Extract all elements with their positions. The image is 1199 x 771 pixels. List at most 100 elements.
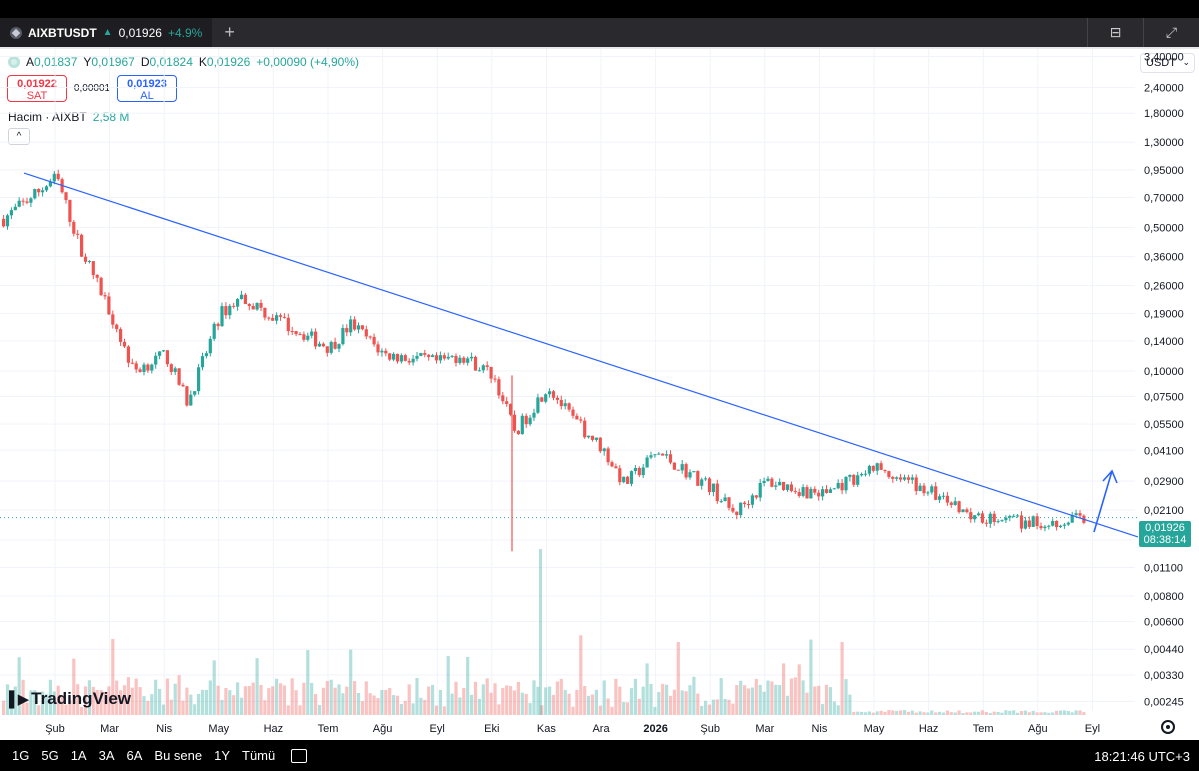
range-3m[interactable]: 3A xyxy=(98,748,115,763)
projection-arrow[interactable] xyxy=(1093,469,1118,533)
volume-bar xyxy=(146,700,150,715)
volume-bar xyxy=(551,694,556,715)
candle-body xyxy=(216,323,220,327)
candle-body xyxy=(548,391,552,395)
calendar-icon[interactable] xyxy=(291,748,308,763)
volume-bar xyxy=(353,681,357,715)
volume-bar xyxy=(532,680,536,715)
candle-body xyxy=(9,210,13,216)
settings-gear-icon[interactable] xyxy=(1161,720,1175,734)
volume-bar xyxy=(1039,712,1043,715)
candle-body xyxy=(992,513,996,523)
candle-body xyxy=(407,360,411,363)
candle-body xyxy=(317,343,322,347)
candle-body xyxy=(1023,520,1027,529)
y-tick-label: 1,80000 xyxy=(1144,108,1184,120)
candle-body xyxy=(251,306,255,310)
volume-bar xyxy=(2,700,6,715)
candle-body xyxy=(1031,516,1035,527)
candle-body xyxy=(1055,520,1059,528)
candle-body xyxy=(126,346,130,363)
layout-icon[interactable]: ⊟ xyxy=(1087,18,1143,47)
volume-bar xyxy=(1012,710,1016,715)
candle-body xyxy=(204,353,208,357)
candle-body xyxy=(333,341,337,349)
volume-bar xyxy=(594,689,598,715)
candle-body xyxy=(99,277,103,296)
x-axis: Şub Mar Nis May Haz Tem Ağu Eyl Eki Kas Ara 2026 Şub… xyxy=(45,723,1100,735)
volume-bar xyxy=(438,689,442,715)
candle-body xyxy=(325,346,329,353)
tradingview-logo[interactable]: ▌▶ TradingView xyxy=(9,689,131,709)
volume-bar xyxy=(29,690,33,715)
candle-body xyxy=(329,341,333,353)
range-1y[interactable]: 1Y xyxy=(214,748,231,763)
collapse-legend-chevron-up-icon[interactable]: ^ xyxy=(8,128,30,145)
candle-body xyxy=(832,488,836,490)
candle-body xyxy=(1066,522,1070,525)
volume-bar xyxy=(610,706,614,715)
candle-body xyxy=(895,477,899,479)
currency-select[interactable]: USDT ⌄ xyxy=(1140,53,1195,73)
range-1d[interactable]: 1G xyxy=(12,748,30,763)
volume-bar xyxy=(458,697,462,715)
candle-body xyxy=(735,511,739,516)
volume-bar xyxy=(41,691,45,715)
y-tick-label: 0,00330 xyxy=(1144,670,1184,682)
price-chart[interactable]: 3,40000 2,40000 1,80000 1,30000 0,95000 0,700… xyxy=(0,49,1199,740)
candle-body xyxy=(696,471,700,486)
clock[interactable]: 18:21:46 UTC+3 xyxy=(1094,749,1190,764)
volume-bar xyxy=(130,687,134,715)
volume-bar xyxy=(622,702,626,715)
range-5d[interactable]: 5G xyxy=(41,748,59,763)
candle-body xyxy=(485,365,489,367)
candle-body xyxy=(310,331,314,336)
candle-body xyxy=(103,295,107,297)
candle-body xyxy=(844,476,848,491)
symbol-logo-icon xyxy=(10,26,22,39)
range-1m[interactable]: 1A xyxy=(70,748,87,763)
candle-body xyxy=(883,469,887,472)
candle-body xyxy=(782,481,786,490)
volume-bar xyxy=(965,712,969,715)
trendline[interactable] xyxy=(23,172,1139,538)
buy-button[interactable]: 0,01923 AL xyxy=(117,75,177,102)
y-tick-label: 0,50000 xyxy=(1144,222,1184,234)
candle-body xyxy=(111,314,115,325)
candle-body xyxy=(559,399,563,407)
range-all[interactable]: Tümü xyxy=(242,748,276,763)
volume-bar xyxy=(364,681,368,715)
volume-bar xyxy=(817,685,821,715)
x-tick-label: Tem xyxy=(318,723,339,735)
volume-bar xyxy=(1019,711,1024,715)
fullscreen-icon[interactable]: ⤢ xyxy=(1143,18,1199,47)
candle-body xyxy=(828,489,832,493)
y-tick-label: 0,14000 xyxy=(1144,336,1184,348)
range-6m[interactable]: 6A xyxy=(126,748,143,763)
volume-bar xyxy=(902,710,907,715)
volume-bar xyxy=(423,699,427,715)
candle-body xyxy=(887,471,891,478)
range-ytd[interactable]: Bu sene xyxy=(154,748,203,763)
candle-body xyxy=(583,420,587,438)
volume-bar xyxy=(1055,710,1059,715)
volume-bar xyxy=(606,698,610,715)
candle-body xyxy=(239,294,244,300)
volume-bar xyxy=(770,681,774,715)
candle-body xyxy=(1043,526,1047,529)
volume-bar xyxy=(676,641,680,715)
candle-body xyxy=(384,350,388,354)
candle-body xyxy=(275,315,279,321)
candle-body xyxy=(2,218,6,227)
candle-body xyxy=(758,482,762,498)
candle-body xyxy=(212,323,216,339)
volume-bar xyxy=(930,710,934,715)
tab-aixbtusdt[interactable]: AIXBTUSDT ▲ 0,01926 +4.9% xyxy=(0,18,213,47)
volume-bars xyxy=(2,549,1086,715)
add-tab-plus-icon[interactable]: + xyxy=(224,22,235,42)
low-value: 0,01824 xyxy=(149,55,193,69)
candle-body xyxy=(938,496,942,500)
volume-bar xyxy=(629,688,634,715)
volume-bar xyxy=(294,690,298,715)
sell-button[interactable]: 0,01922 SAT xyxy=(7,75,67,102)
